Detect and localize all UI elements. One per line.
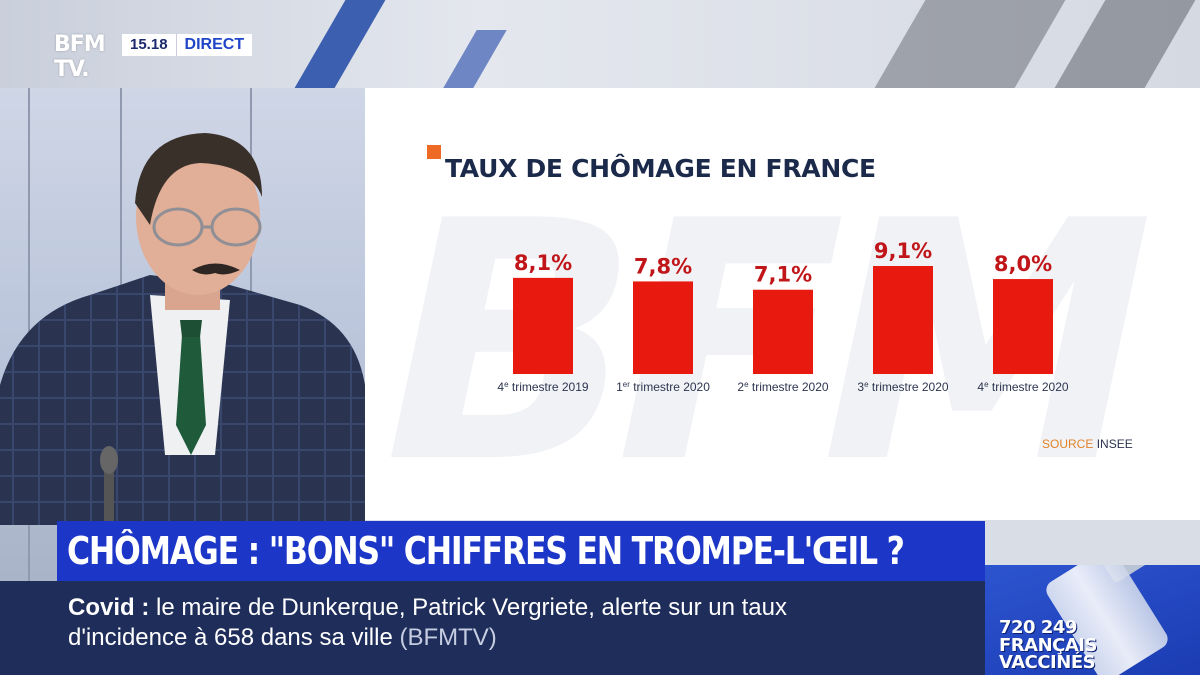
broadcast-time: 15.18	[122, 34, 177, 56]
vaccinated-label-1: FRANÇAIS	[999, 635, 1097, 656]
bar-1	[513, 277, 573, 374]
clock-badge: 15.18 DIRECT	[122, 34, 253, 56]
bar-value-label-1: 8,1%	[514, 251, 572, 275]
bar-2	[633, 281, 693, 374]
bar-value-label-2: 7,8%	[634, 254, 692, 278]
headline-bar: CHÔMAGE : "BONS" CHIFFRES EN TROMPE-L'ŒI…	[57, 521, 985, 581]
ticker-source: (BFMTV)	[392, 624, 497, 651]
presenter-figure	[0, 133, 365, 525]
backdrop-stripe	[443, 30, 507, 88]
ticker-line-1-text: le maire de Dunkerque, Patrick Vergriete…	[149, 594, 787, 621]
category-label-4: 3e trimestre 2020	[857, 380, 949, 394]
bar-5	[993, 279, 1053, 374]
bfmtv-logo: BFM TV.	[54, 32, 116, 84]
ticker-line-2: d'incidence à 658 dans sa ville (BFMTV)	[68, 624, 497, 652]
bar-value-label-4: 9,1%	[874, 239, 932, 263]
ticker-tag: Covid	[68, 594, 135, 621]
bar-value-label-3: 7,1%	[754, 263, 812, 287]
chart-title: TAUX DE CHÔMAGE EN FRANCE	[445, 154, 876, 183]
category-label-3: 2e trimestre 2020	[737, 380, 829, 394]
category-label-1: 4e trimestre 2019	[497, 380, 589, 394]
live-label: DIRECT	[184, 36, 245, 53]
bar-value-label-5: 8,0%	[994, 252, 1052, 276]
logo-line-1: BFM	[54, 32, 106, 57]
source-label: SOURCE	[1042, 437, 1094, 451]
ticker-separator: :	[134, 594, 150, 621]
backdrop-stripe	[1054, 0, 1196, 88]
bar-4	[873, 266, 933, 374]
logo-line-2: TV.	[54, 57, 90, 82]
chart-panel: BFM TAUX DE CHÔMAGE EN FRANCE 8,1% 4e tri…	[365, 88, 1200, 520]
chart-source: SOURCE INSEE	[1042, 437, 1133, 451]
bar-chart: 8,1% 4e trimestre 2019 7,8% 1er trimestre 2…	[497, 239, 1069, 394]
ticker-line-1: Covid : le maire de Dunkerque, Patrick V…	[68, 594, 787, 622]
ticker-line-2-text: d'incidence à 658 dans sa ville	[68, 624, 393, 651]
category-label-2: 1er trimestre 2020	[616, 380, 710, 394]
backdrop-stripe	[874, 0, 1066, 88]
title-accent-square	[427, 145, 441, 159]
vaccinated-count: 720 249	[999, 617, 1077, 638]
source-value: INSEE	[1096, 437, 1133, 451]
vaccinated-label-2: VACCINÉS	[999, 652, 1096, 673]
vaccine-counter: 720 249 FRANÇAIS VACCINÉS	[985, 565, 1200, 675]
backdrop-stripe	[294, 0, 386, 88]
bar-3	[753, 289, 813, 374]
headline-text: CHÔMAGE : "BONS" CHIFFRES EN TROMPE-L'ŒI…	[67, 529, 905, 573]
category-label-5: 4e trimestre 2020	[977, 380, 1069, 394]
